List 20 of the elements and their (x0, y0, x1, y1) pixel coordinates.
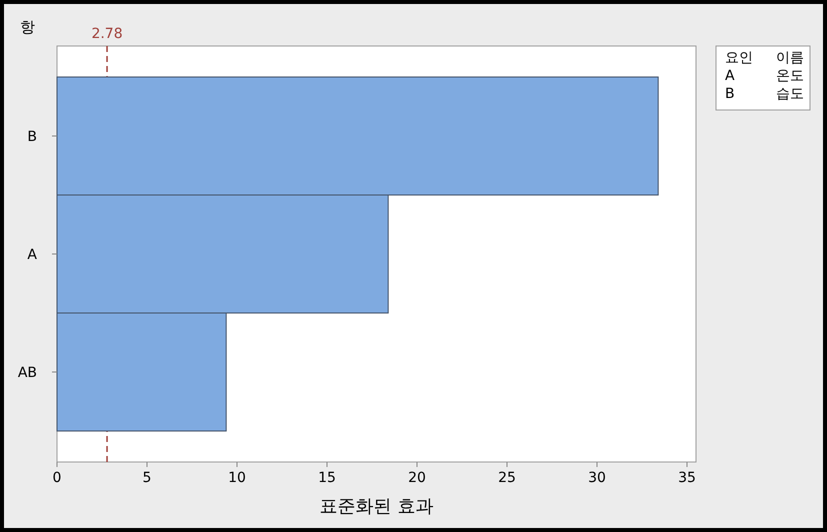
text: 온도 (776, 68, 804, 84)
text: 요인 (725, 50, 753, 66)
text: B (725, 86, 735, 102)
x-axis-title: 표준화된 효과 (320, 496, 434, 517)
x-tick-label: 25 (498, 470, 516, 486)
text: A (725, 68, 735, 84)
y-tick-label: AB (18, 365, 37, 381)
y-tick-label: A (27, 247, 38, 263)
x-tick-label: 30 (588, 470, 606, 486)
text: 이름 (776, 50, 804, 66)
x-tick-label: 20 (408, 470, 426, 486)
x-tick-label: 15 (318, 470, 336, 486)
y-tick-label: B (27, 129, 37, 145)
y-axis-title: 항 (20, 18, 35, 36)
x-tick-label: 10 (228, 470, 246, 486)
text: 습도 (776, 86, 804, 102)
ref-line-label: 2.78 (91, 26, 123, 42)
x-tick-label: 0 (52, 470, 62, 486)
x-tick-label: 5 (142, 470, 152, 486)
x-tick-label: 35 (678, 470, 696, 486)
